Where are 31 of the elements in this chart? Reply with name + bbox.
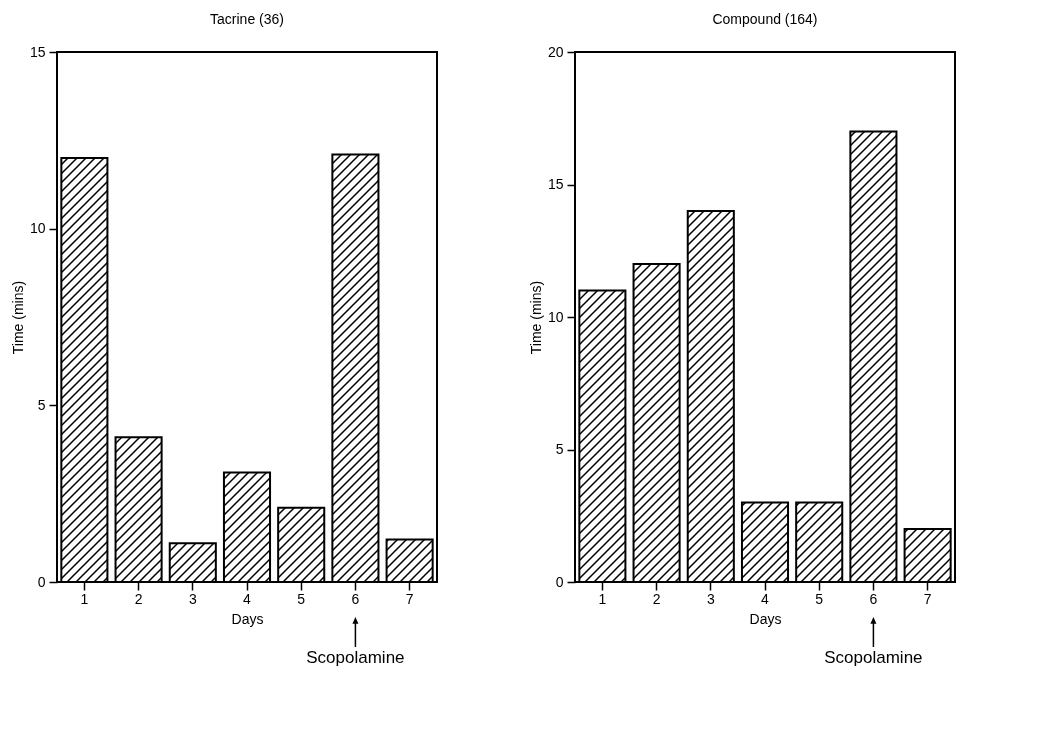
x-tick-label: 1 bbox=[598, 590, 607, 607]
y-axis-title: Time (mins) bbox=[9, 280, 26, 355]
x-tick-label: 6 bbox=[351, 590, 360, 607]
y-tick-label: 15 bbox=[29, 43, 46, 60]
x-tick-label: 5 bbox=[297, 590, 306, 607]
y-tick-label: 5 bbox=[37, 396, 46, 413]
x-tick-label: 1 bbox=[80, 590, 89, 607]
y-tick-label: 0 bbox=[555, 573, 564, 590]
x-tick-label: 2 bbox=[652, 590, 661, 607]
x-tick-label: 3 bbox=[706, 590, 715, 607]
y-tick-label: 10 bbox=[29, 220, 46, 237]
x-axis-title: Days bbox=[749, 610, 782, 627]
x-tick-label: 4 bbox=[761, 590, 770, 607]
chart-title: Tacrine (36) bbox=[210, 11, 284, 27]
x-tick-label: 2 bbox=[134, 590, 143, 607]
text: Scopolamine bbox=[306, 648, 405, 667]
x-tick-label: 3 bbox=[188, 590, 197, 607]
x-tick-label: 5 bbox=[815, 590, 824, 607]
chart-title: Compound (164) bbox=[712, 11, 818, 27]
y-tick-label: 10 bbox=[547, 308, 564, 325]
y-tick-label: 20 bbox=[547, 43, 564, 60]
y-tick-label: 15 bbox=[547, 176, 564, 192]
x-tick-label: 7 bbox=[923, 590, 932, 607]
y-axis-title: Time (mins) bbox=[527, 280, 544, 355]
y-tick-label: 0 bbox=[37, 573, 46, 590]
x-tick-label: 6 bbox=[869, 590, 878, 607]
x-tick-label: 7 bbox=[405, 590, 414, 607]
x-axis-title: Days bbox=[231, 610, 264, 627]
x-tick-label: 4 bbox=[243, 590, 252, 607]
y-tick-label: 5 bbox=[555, 441, 564, 457]
text: Scopolamine bbox=[824, 648, 923, 667]
